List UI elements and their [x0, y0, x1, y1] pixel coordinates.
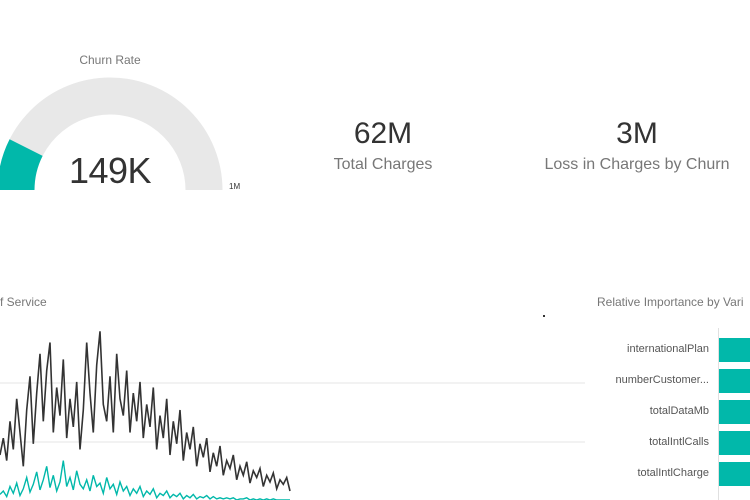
bar-row[interactable]: internationalPlan	[580, 338, 750, 362]
bar-label: totalDataMb	[649, 405, 709, 417]
churn-rate-gauge[interactable]	[0, 0, 250, 200]
bar-label: numberCustomer...	[615, 374, 709, 386]
gauge-value: 149K	[68, 150, 152, 191]
bar	[719, 400, 750, 424]
bar-label: totalIntlCalls	[649, 436, 709, 448]
bar	[719, 369, 750, 393]
bar-row[interactable]: totalDataMb	[580, 400, 750, 424]
line-chart[interactable]	[0, 320, 585, 500]
bar-row[interactable]: totalIntlCharge	[580, 462, 750, 486]
bar-row[interactable]: numberCustomer...	[580, 369, 750, 393]
bar	[719, 462, 750, 486]
decorative-dot	[543, 315, 545, 317]
relative-importance-bar-chart[interactable]: internationalPlan numberCustomer... totalD…	[580, 320, 750, 500]
line-series-1	[0, 460, 290, 500]
bar-chart-title: Relative Importance by Vari	[597, 295, 744, 309]
bar	[719, 338, 750, 362]
line-chart-title: f Service	[0, 295, 47, 309]
gauge-title: Churn Rate	[79, 53, 141, 67]
bar	[719, 431, 750, 455]
bar-row[interactable]: totalIntlCalls	[580, 431, 750, 455]
line-series-0	[0, 331, 291, 492]
loss-in-charges-card[interactable]: 3M Loss in Charges by Churn	[527, 116, 747, 174]
gauge-fill	[0, 139, 43, 191]
gauge-max-label: 1M	[229, 182, 241, 191]
loss-in-charges-label: Loss in Charges by Churn	[544, 156, 730, 173]
total-charges-value: 62M	[353, 117, 413, 150]
bar-axis	[718, 328, 719, 500]
line-series-group	[0, 331, 291, 500]
total-charges-card[interactable]: 62M Total Charges	[303, 116, 463, 174]
bar-label: internationalPlan	[627, 343, 709, 355]
total-charges-label: Total Charges	[333, 156, 433, 173]
loss-in-charges-value: 3M	[616, 117, 658, 150]
bar-label: totalIntlCharge	[637, 467, 709, 479]
